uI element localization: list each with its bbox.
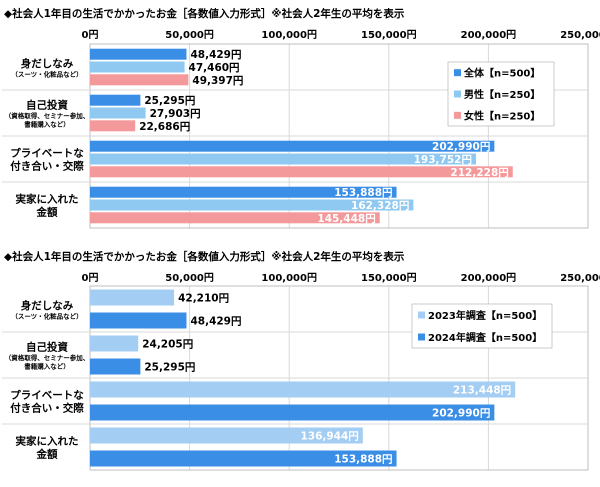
bar [90, 186, 397, 198]
x-tick-label: 200,000円 [461, 272, 517, 284]
bar [90, 74, 189, 86]
bar [90, 94, 141, 106]
data-label: 153,888円 [334, 187, 392, 199]
category-sublabel: （スーツ・化粧品など） [11, 311, 82, 320]
data-label: 25,295円 [144, 362, 195, 374]
category-label: 身だしなみ [21, 299, 74, 312]
legend-entry: 2023年調査【n=500】 [428, 309, 542, 322]
legend-swatch [454, 90, 461, 98]
bar [90, 48, 187, 60]
legend-entry: 女性【n=250】 [464, 109, 540, 122]
legend-swatch [454, 69, 461, 77]
legend-entry: 全体【n=500】 [463, 67, 540, 80]
data-label: 24,205円 [142, 339, 193, 351]
x-tick-label: 50,000円 [165, 272, 214, 284]
bar [90, 404, 495, 421]
data-label: 48,429円 [190, 316, 241, 328]
data-label: 212,228円 [450, 167, 508, 179]
bar [90, 312, 187, 329]
bar [90, 199, 414, 211]
category-label: プライベートな [10, 389, 84, 402]
data-label: 25,295円 [144, 95, 195, 107]
legend-swatch [418, 333, 425, 341]
category-sublabel: （スーツ・化粧品など） [11, 69, 82, 78]
data-label: 49,397円 [192, 75, 243, 87]
bar [90, 450, 397, 467]
data-label: 136,944円 [300, 431, 358, 443]
bar [90, 166, 513, 178]
category-sublabel: （資格取得、セミナー参加、 [5, 111, 90, 120]
legend-swatch [418, 311, 425, 319]
category-label: プライベートな [10, 147, 84, 160]
category-label: 金額 [36, 448, 58, 461]
data-label: 213,448円 [453, 385, 511, 397]
category-label: 自己投資 [26, 99, 68, 112]
legend-swatch [454, 111, 461, 119]
bar [90, 107, 146, 119]
category-label: 付き合い・交際 [10, 160, 84, 173]
data-label: 153,888円 [334, 454, 392, 466]
chart-title: ◆社会人1年目の生活でかかったお金［各数値入力形式］※社会人2年生の平均を表示 [4, 7, 405, 20]
legend-entry: 2024年調査【n=500】 [428, 331, 542, 344]
x-tick-label: 100,000円 [261, 272, 317, 284]
bar [90, 289, 175, 306]
chart-title: ◆社会人1年目の生活でかかったお金［各数値入力形式］※社会人2年生の平均を表示 [4, 250, 405, 263]
bar [90, 140, 495, 152]
category-label: 自己投資 [26, 341, 68, 354]
data-label: 48,429円 [190, 49, 241, 61]
x-tick-label: 250,000円 [560, 272, 600, 284]
data-label: 22,686円 [139, 121, 190, 133]
x-tick-label: 100,000円 [261, 29, 317, 41]
data-label: 202,990円 [432, 408, 490, 420]
x-tick-label: 200,000円 [461, 29, 517, 41]
data-label: 145,448円 [317, 213, 375, 225]
bar [90, 153, 476, 165]
x-tick-label: 50,000円 [165, 29, 214, 41]
data-label: 193,752円 [414, 154, 472, 166]
x-tick-label: 0円 [82, 29, 99, 41]
data-label: 202,990円 [432, 141, 490, 153]
category-sublabel: 書籍購入など） [24, 120, 70, 129]
x-tick-label: 250,000円 [560, 29, 600, 41]
category-label: 実家に入れた [16, 435, 79, 448]
category-sublabel: 書籍購入など） [24, 362, 70, 371]
category-label: 実家に入れた [16, 193, 79, 206]
data-label: 42,210円 [178, 293, 229, 305]
data-label: 162,328円 [351, 200, 409, 212]
x-tick-label: 0円 [82, 272, 99, 284]
bar [90, 427, 363, 444]
bar [90, 335, 139, 352]
x-tick-label: 150,000円 [361, 29, 417, 41]
bar [90, 358, 141, 375]
data-label: 27,903円 [150, 108, 201, 120]
legend-box [447, 61, 555, 127]
bar [90, 61, 185, 73]
bar [90, 212, 380, 224]
legend-box [411, 303, 553, 349]
category-sublabel: （資格取得、セミナー参加、 [5, 353, 90, 362]
bar [90, 381, 516, 398]
x-tick-label: 150,000円 [361, 272, 417, 284]
category-label: 金額 [36, 206, 58, 219]
category-label: 付き合い・交際 [10, 402, 84, 415]
bar [90, 120, 136, 132]
legend-entry: 男性【n=250】 [464, 88, 540, 101]
data-label: 47,460円 [189, 62, 240, 74]
category-label: 身だしなみ [21, 57, 74, 70]
